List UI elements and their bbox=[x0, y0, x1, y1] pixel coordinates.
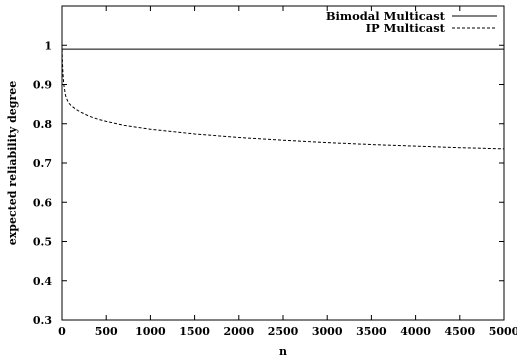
x-tick-label: 3000 bbox=[312, 325, 343, 338]
legend-label-2: IP Multicast bbox=[366, 21, 446, 35]
plot-area-frame bbox=[61, 5, 505, 321]
y-tick-label: 0.4 bbox=[33, 275, 52, 288]
x-tick-label: 0 bbox=[58, 325, 66, 338]
x-tick-label: 4500 bbox=[444, 325, 475, 338]
x-tick-label: 2500 bbox=[268, 325, 299, 338]
x-axis-label: n bbox=[279, 345, 287, 358]
legend-label-1: Bimodal Multicast bbox=[326, 9, 446, 23]
y-tick-label: 0.7 bbox=[33, 157, 52, 170]
ticks-layer: 0 500 1000 1500 2000 2500 3000 3500 4000 4500 5000… bbox=[33, 6, 517, 338]
y-tick-label: 0.8 bbox=[33, 118, 52, 131]
series-line-2 bbox=[61, 49, 505, 150]
y-tick-label: 1 bbox=[44, 39, 52, 52]
y-tick-label: 0.9 bbox=[33, 79, 52, 92]
x-tick-label: 1500 bbox=[179, 325, 210, 338]
x-tick-label: 3500 bbox=[356, 325, 387, 338]
y-tick-label: 0.6 bbox=[33, 196, 52, 209]
y-tick-label: 0.3 bbox=[33, 314, 52, 327]
y-axis-label: expected reliability degree bbox=[6, 81, 19, 246]
series-layer bbox=[61, 48, 505, 150]
x-tick-label: 2000 bbox=[223, 325, 254, 338]
x-tick-label: 4000 bbox=[400, 325, 431, 338]
x-tick-label: 500 bbox=[95, 325, 118, 338]
x-tick-label: 5000 bbox=[489, 325, 517, 338]
y-tick-label: 0.5 bbox=[33, 236, 52, 249]
x-tick-label: 1000 bbox=[135, 325, 166, 338]
